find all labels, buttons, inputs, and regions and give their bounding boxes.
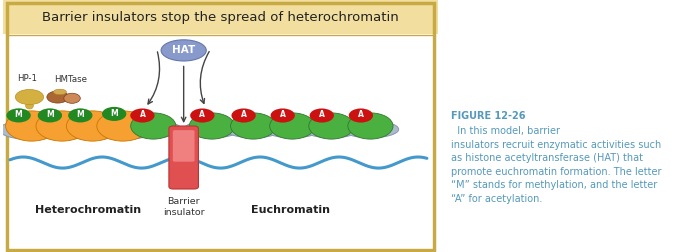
Text: In this model, barrier
insulators recruit enzymatic activities such
as histone a: In this model, barrier insulators recrui… — [451, 126, 661, 204]
Circle shape — [271, 108, 295, 122]
Ellipse shape — [64, 93, 80, 103]
Text: HMTase: HMTase — [54, 75, 88, 84]
Circle shape — [348, 113, 393, 139]
Ellipse shape — [125, 121, 181, 138]
Ellipse shape — [25, 103, 34, 109]
Text: Euchromatin: Euchromatin — [250, 205, 330, 215]
Circle shape — [5, 111, 57, 141]
Ellipse shape — [184, 121, 240, 138]
Ellipse shape — [90, 120, 155, 140]
Text: Barrier
insulator: Barrier insulator — [163, 197, 205, 217]
Text: A: A — [358, 110, 364, 119]
Ellipse shape — [351, 123, 390, 135]
Circle shape — [6, 108, 31, 122]
Text: HP-1: HP-1 — [17, 74, 38, 83]
Circle shape — [97, 111, 149, 141]
Ellipse shape — [47, 91, 68, 103]
Text: M: M — [110, 109, 118, 118]
Ellipse shape — [60, 120, 125, 140]
Ellipse shape — [9, 123, 55, 137]
Circle shape — [38, 108, 62, 122]
Text: A: A — [280, 110, 286, 119]
FancyBboxPatch shape — [169, 126, 198, 189]
Circle shape — [231, 108, 256, 122]
Text: M: M — [15, 110, 23, 119]
Circle shape — [269, 113, 315, 139]
Circle shape — [310, 108, 334, 122]
Text: FIGURE 12-26: FIGURE 12-26 — [451, 111, 525, 121]
Ellipse shape — [39, 123, 85, 137]
Ellipse shape — [225, 121, 281, 138]
Circle shape — [131, 113, 176, 139]
Ellipse shape — [192, 123, 232, 135]
Ellipse shape — [342, 121, 399, 138]
Circle shape — [231, 113, 276, 139]
Circle shape — [130, 108, 155, 122]
FancyBboxPatch shape — [173, 130, 194, 162]
Ellipse shape — [0, 120, 64, 140]
Text: HAT: HAT — [172, 45, 196, 55]
Text: A: A — [241, 110, 246, 119]
Ellipse shape — [133, 123, 173, 135]
Ellipse shape — [312, 123, 351, 135]
Circle shape — [36, 111, 88, 141]
Ellipse shape — [264, 121, 321, 138]
Circle shape — [102, 107, 127, 121]
Ellipse shape — [70, 123, 116, 137]
Text: M: M — [46, 110, 54, 119]
Ellipse shape — [233, 123, 273, 135]
Text: A: A — [319, 110, 325, 119]
Ellipse shape — [161, 40, 207, 61]
Text: A: A — [140, 110, 145, 119]
Circle shape — [68, 108, 92, 122]
Circle shape — [66, 111, 118, 141]
Ellipse shape — [303, 121, 360, 138]
Ellipse shape — [100, 123, 146, 137]
Ellipse shape — [15, 89, 44, 105]
Ellipse shape — [29, 120, 94, 140]
FancyBboxPatch shape — [8, 35, 434, 249]
FancyBboxPatch shape — [3, 0, 438, 34]
Ellipse shape — [53, 89, 66, 95]
Circle shape — [189, 113, 235, 139]
Ellipse shape — [272, 123, 312, 135]
Text: A: A — [200, 110, 205, 119]
Circle shape — [190, 108, 215, 122]
Circle shape — [349, 108, 373, 122]
Text: Barrier insulators stop the spread of heterochromatin: Barrier insulators stop the spread of he… — [42, 11, 399, 24]
Circle shape — [308, 113, 354, 139]
Text: M: M — [77, 110, 84, 119]
Text: Heterochromatin: Heterochromatin — [35, 205, 141, 215]
